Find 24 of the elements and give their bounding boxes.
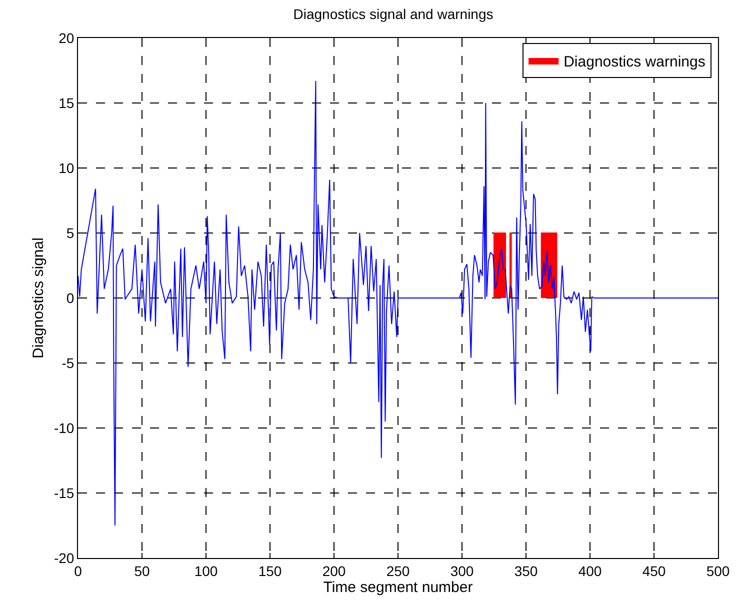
y-tick-label: 5 (66, 224, 74, 241)
y-tick-label: 20 (58, 30, 74, 46)
y-tick-label: -5 (62, 354, 74, 371)
x-tick-label: 300 (450, 562, 474, 579)
y-axis-title: Diagnostics signal (30, 238, 48, 358)
y-tick-label: 10 (58, 160, 74, 176)
x-tick-label: 200 (322, 562, 346, 579)
y-tick-label: -20 (54, 550, 74, 566)
chart-title: Diagnostics signal and warnings (293, 6, 494, 22)
x-tick-label: 500 (706, 562, 730, 579)
x-tick-label: 250 (386, 562, 410, 579)
x-tick-label: 50 (134, 562, 150, 579)
y-tick-label: -15 (54, 484, 74, 501)
x-tick-label: 100 (194, 562, 218, 579)
legend-label: Diagnostics warnings (564, 53, 706, 70)
x-tick-label: 450 (642, 562, 666, 579)
y-tick-label: 0 (66, 290, 74, 306)
x-axis-title: Time segment number (323, 578, 473, 596)
y-tick-label: -10 (54, 420, 74, 436)
x-tick-label: 150 (258, 562, 282, 579)
line-series (78, 80, 718, 526)
x-tick-label: 400 (578, 562, 602, 579)
y-tick-label: 15 (58, 94, 74, 111)
x-tick-label: 350 (514, 562, 538, 579)
